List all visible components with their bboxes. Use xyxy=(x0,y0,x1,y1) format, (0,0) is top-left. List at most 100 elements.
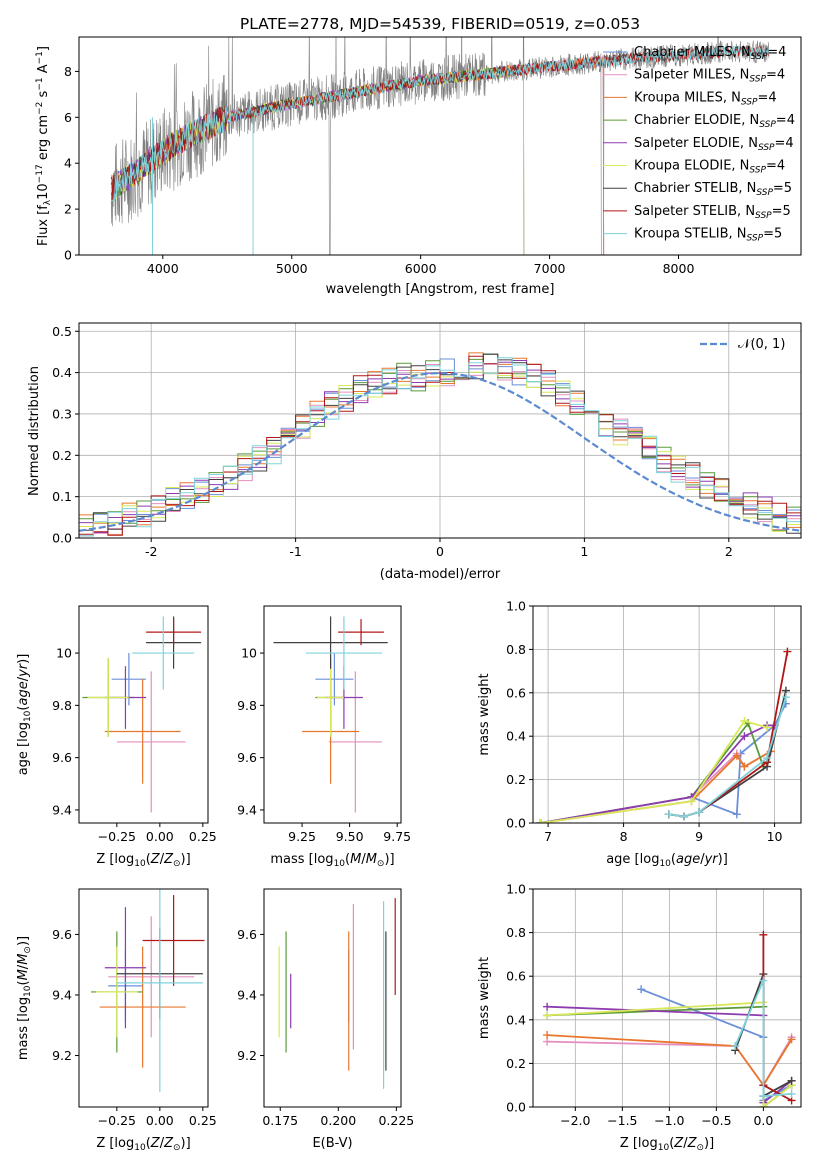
spectrum-panel: 4000 5000 6000 7000 8000 0 2 4 6 8 wavelength [Ang… xyxy=(35,36,802,297)
y-axis-label-part: ] xyxy=(36,46,51,51)
x-axis-label-part: ( xyxy=(146,852,151,867)
axes-frame xyxy=(532,888,802,1108)
plot-content xyxy=(110,37,770,255)
y-tick-label: 0.6 xyxy=(506,969,526,984)
legend-entry-part: =4 xyxy=(774,136,793,151)
y-tick-label: 0.2 xyxy=(506,772,526,787)
data-point xyxy=(679,812,688,821)
x-tick-label: −1.5 xyxy=(607,1113,637,1128)
x-tick-label: 9 xyxy=(695,829,703,844)
y-axis-label-part: M xyxy=(16,954,31,965)
legend-entry-part: =4 xyxy=(767,45,786,60)
x-axis-label-part: )] xyxy=(718,852,728,867)
x-axis-label-part: / xyxy=(683,1136,688,1151)
y-axis-label-part: )] xyxy=(16,936,31,946)
y-axis-label-part: erg cm xyxy=(36,115,51,164)
y-tick-label: 8 xyxy=(64,64,72,79)
data-point xyxy=(687,797,696,806)
x-tick-label: 0.00 xyxy=(146,829,174,844)
data-point xyxy=(787,1035,796,1044)
y-tick-label: 9.6 xyxy=(237,750,257,765)
x-axis-label: Z [log10(Z/Z⊙)] xyxy=(620,1136,714,1153)
x-tick-label: 7 xyxy=(544,829,552,844)
x-tick-label: 0.0 xyxy=(753,1113,773,1128)
y-tick-label: 1.0 xyxy=(506,599,526,614)
y-axis-label: mass weight xyxy=(477,957,492,1039)
legend-entry-part: SSP xyxy=(755,211,772,221)
data-point xyxy=(740,762,749,771)
x-axis-label-part: ⊙ xyxy=(173,1143,181,1153)
data-point xyxy=(536,819,545,823)
data-point xyxy=(783,647,792,656)
plot-content xyxy=(536,647,792,823)
y-tick-label: 0.4 xyxy=(506,729,526,744)
y-axis-label-part: / xyxy=(16,676,31,681)
x-axis-label-part: mass [log xyxy=(270,852,333,867)
x-axis-label-part: Z [log xyxy=(96,852,134,867)
y-tick-label: 0.4 xyxy=(52,365,72,380)
x-axis-label-part: Z xyxy=(687,1136,698,1151)
axes-frame xyxy=(78,36,802,256)
legend-entry-part: Salpeter ELODIE, N xyxy=(634,136,758,151)
data-point xyxy=(759,976,768,985)
data-point xyxy=(763,753,772,762)
data-point xyxy=(543,1011,552,1020)
x-tick-label: −0.25 xyxy=(98,829,136,844)
x-axis-label-part: Z xyxy=(673,1136,684,1151)
y-axis-label-part: 10 xyxy=(36,183,51,200)
legend-entry-part: =4 xyxy=(766,68,785,83)
x-axis-label: Z [log10(Z/Z⊙)] xyxy=(96,852,190,869)
x-axis-label-part: )] xyxy=(181,852,191,867)
x-tick-label: 0.00 xyxy=(146,1113,174,1128)
legend-entry: Chabrier STELIB, NSSP=5 xyxy=(634,181,792,198)
plot-content xyxy=(82,616,202,813)
y-tick-label: 0.0 xyxy=(506,816,526,831)
y-axis-label: Normed distribution xyxy=(27,366,42,496)
y-tick-label: 0.1 xyxy=(52,489,72,504)
plot-content xyxy=(543,930,796,1107)
data-point xyxy=(759,1103,768,1107)
legend-entry-part: Chabrier ELODIE, N xyxy=(634,113,759,128)
legend-entry-part: Salpeter MILES, N xyxy=(634,68,749,83)
x-tick-label: 0.175 xyxy=(262,1113,298,1128)
y-axis-label-part: −17 xyxy=(35,164,45,183)
x-tick-label: 9.25 xyxy=(288,829,316,844)
plot-content xyxy=(79,352,801,537)
data-point xyxy=(740,732,749,741)
y-tick-label: 10 xyxy=(241,646,257,661)
plot-area xyxy=(79,889,208,1107)
y-tick-label: 9.4 xyxy=(237,802,257,817)
x-axis-label-part: Z xyxy=(163,852,174,867)
x-tick-label: 10 xyxy=(767,829,783,844)
legend-entry-part: SSP xyxy=(751,52,768,62)
mass-weight-vs-metallicity-panel: −2.0 −1.5 −1.0 −0.5 0.0 0.0 0.2 0.4 0.6 0.8 1.0 Z [… xyxy=(477,882,802,1153)
data-point xyxy=(637,985,646,994)
y-tick-label: 9.8 xyxy=(52,698,72,713)
legend-entry-part: =5 xyxy=(772,204,791,219)
data-point xyxy=(731,1041,740,1050)
x-axis-label-part: Z xyxy=(150,852,161,867)
y-tick-label: 0.5 xyxy=(52,324,72,339)
y-axis-label-part: yr xyxy=(16,662,31,678)
plot-area xyxy=(533,889,801,1107)
x-axis-label-part: M xyxy=(366,852,377,867)
y-axis-label-part: mass [log xyxy=(16,997,31,1060)
legend-entry-part: Chabrier MILES, N xyxy=(634,45,751,60)
legend-entry-part: SSP xyxy=(756,188,773,198)
legend-entry: Kroupa STELIB, NSSP=5 xyxy=(634,227,782,244)
x-tick-label: 9.50 xyxy=(336,829,364,844)
x-axis-label-part: 10 xyxy=(658,1143,670,1153)
legend-entry-part: SSP xyxy=(758,143,775,153)
x-axis-label-part: )] xyxy=(181,1136,191,1151)
x-tick-label: 0.225 xyxy=(378,1113,414,1128)
x-tick-label: −2.0 xyxy=(560,1113,590,1128)
y-tick-label: 9.4 xyxy=(237,987,257,1002)
legend-entry: Kroupa ELODIE, NSSP=4 xyxy=(634,159,785,176)
x-axis-label-part: age [log xyxy=(606,852,659,867)
legend-entry: Salpeter STELIB, NSSP=5 xyxy=(634,204,791,221)
data-point xyxy=(787,1089,796,1098)
y-axis-label-part: Flux [f xyxy=(36,205,51,246)
